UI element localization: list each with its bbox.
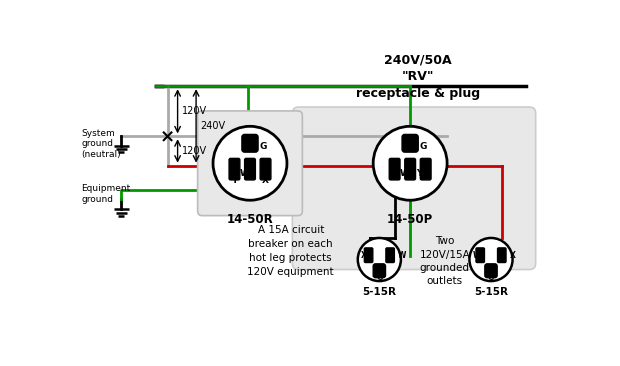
FancyBboxPatch shape [242,134,258,152]
Text: W: W [472,251,481,260]
Text: X: X [405,168,412,178]
FancyBboxPatch shape [389,158,400,180]
FancyBboxPatch shape [260,158,271,180]
Text: 14-50P: 14-50P [387,213,433,226]
Circle shape [469,238,513,281]
FancyBboxPatch shape [373,264,386,278]
FancyBboxPatch shape [497,248,506,262]
FancyBboxPatch shape [365,248,373,262]
Text: G: G [419,142,427,151]
Text: Equipment
ground: Equipment ground [81,184,131,204]
FancyBboxPatch shape [485,264,497,278]
Text: X: X [262,176,269,185]
Text: 5-15R: 5-15R [474,287,508,297]
FancyBboxPatch shape [293,107,536,269]
Text: 120V: 120V [182,146,206,156]
Text: 14-50R: 14-50R [227,213,273,226]
FancyBboxPatch shape [420,158,431,180]
Text: 120V: 120V [182,106,206,116]
Text: W: W [240,168,250,178]
Text: Y: Y [415,168,422,178]
Text: 5-15R: 5-15R [362,287,396,297]
Text: X: X [510,251,515,260]
Text: W: W [400,168,410,178]
FancyBboxPatch shape [386,248,394,262]
Text: X: X [361,251,367,260]
Text: W: W [398,251,406,260]
Text: System
ground
(neutral): System ground (neutral) [81,128,121,159]
Text: 240V: 240V [200,121,225,131]
FancyBboxPatch shape [229,158,240,180]
Text: Two
120V/15A
grounded
outlets: Two 120V/15A grounded outlets [419,236,470,286]
Text: A 15A circuit
breaker on each
hot leg protects
120V equipment: A 15A circuit breaker on each hot leg pr… [247,225,334,277]
Circle shape [373,126,447,200]
Text: G: G [376,273,383,282]
FancyBboxPatch shape [476,248,484,262]
Text: G: G [488,273,494,282]
FancyBboxPatch shape [198,111,303,216]
Circle shape [213,126,287,200]
Circle shape [358,238,401,281]
Text: G: G [259,142,267,151]
Text: Y: Y [231,176,237,185]
FancyBboxPatch shape [405,158,415,180]
FancyBboxPatch shape [402,134,418,152]
FancyBboxPatch shape [245,158,255,180]
Text: 240V/50A
"RV"
receptacle & plug: 240V/50A "RV" receptacle & plug [356,53,480,100]
